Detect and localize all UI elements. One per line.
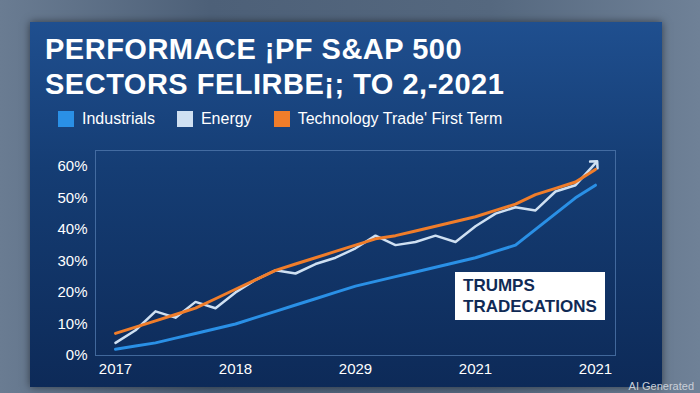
html-text:AI Generated: AI Generated [628, 380, 694, 392]
svg-text:0%: 0% [66, 346, 88, 363]
svg-text:20%: 20% [57, 283, 87, 300]
svg-text:50%: 50% [57, 189, 87, 206]
svg-text:40%: 40% [57, 220, 87, 237]
html-text:Energy: Energy [200, 110, 252, 127]
svg-text:2029: 2029 [339, 360, 372, 377]
html-text:Industrials: Industrials [82, 110, 155, 127]
html-text:Technology Trade' First Term: Technology Trade' First Term [297, 110, 503, 127]
svg-text:2021: 2021 [579, 360, 612, 377]
html-text:PERFORMACE ¡PF S&AP 500 SECTOR: PERFORMACE ¡PF S&AP 500 SECTORS FELIRBE¡… [45, 33, 505, 100]
svg-text:10%: 10% [57, 315, 87, 332]
svg-text:2018: 2018 [219, 360, 252, 377]
html-text:TRUMPS TRADECATIONS: TRUMPS TRADECATIONS [463, 276, 597, 316]
svg-text:60%: 60% [57, 157, 87, 174]
svg-text:2021: 2021 [459, 360, 492, 377]
svg-text:2017: 2017 [99, 360, 132, 377]
svg-text:30%: 30% [57, 252, 87, 269]
